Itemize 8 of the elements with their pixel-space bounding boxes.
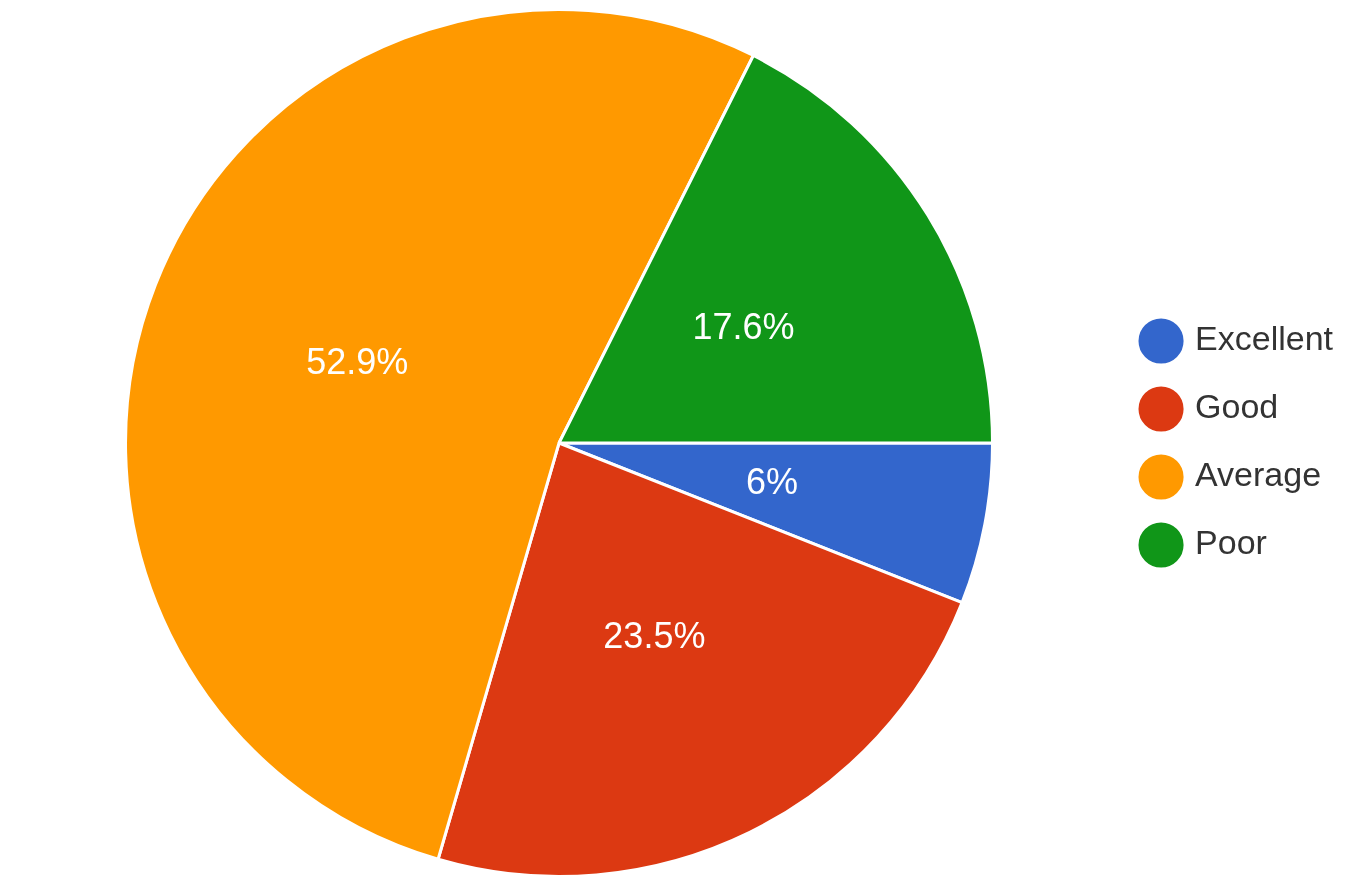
data-label: 23.5%: [603, 614, 706, 656]
legend-label: Poor: [1195, 523, 1267, 562]
data-label: 17.6%: [692, 306, 795, 348]
legend-label: Average: [1195, 455, 1322, 494]
data-label: 6%: [745, 460, 798, 502]
legend-label: Good: [1195, 387, 1279, 426]
data-label: 52.9%: [306, 340, 409, 382]
legend-label: Excellent: [1195, 319, 1334, 358]
